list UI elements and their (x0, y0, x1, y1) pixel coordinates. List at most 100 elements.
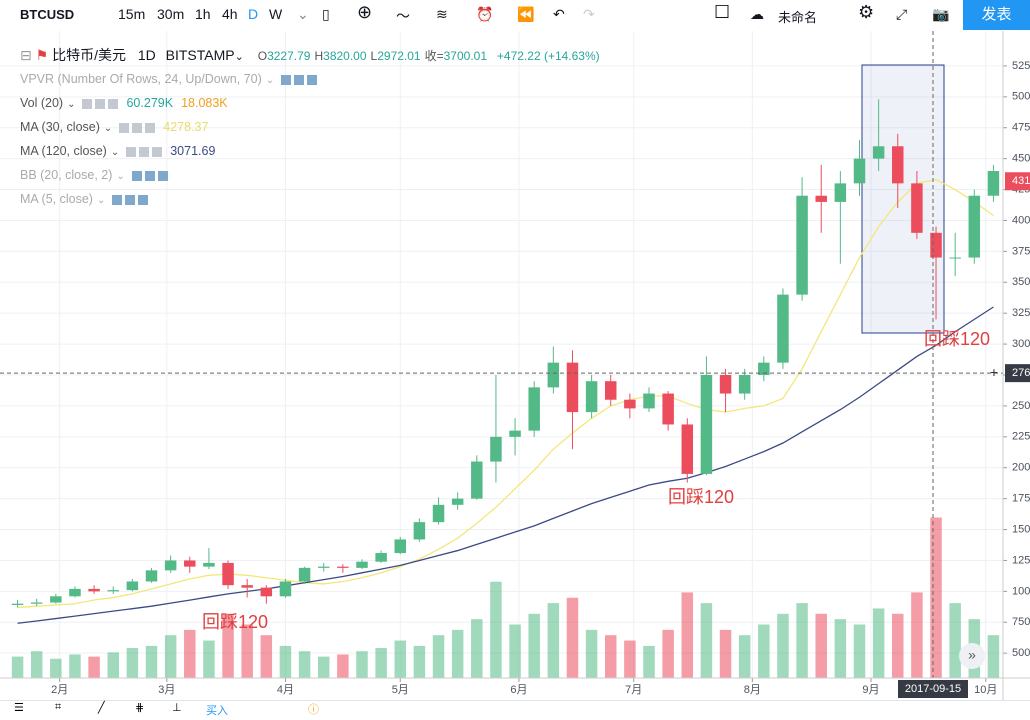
icon[interactable]: ⚙ (858, 2, 875, 22)
candle-body (356, 561, 368, 568)
publish-button[interactable]: 发表 (963, 0, 1030, 30)
indicator-button[interactable] (125, 194, 136, 205)
indicator-button[interactable] (145, 122, 156, 133)
indicator-button[interactable] (112, 194, 123, 205)
dropdown[interactable]: ⌄ (103, 123, 113, 134)
indicator-button[interactable] (294, 74, 305, 85)
interval[interactable]: 30m (157, 6, 185, 22)
indicator-button[interactable] (139, 146, 150, 157)
indicator-button[interactable] (138, 194, 149, 205)
x-tick-label: 6月 (510, 684, 527, 696)
indicator-button[interactable] (131, 170, 142, 181)
candle-body (88, 588, 100, 592)
icon[interactable]: ⋕ (135, 702, 145, 714)
dropdown[interactable]: ⌄ (110, 147, 120, 158)
scroll-button[interactable] (959, 643, 985, 669)
change: +472.22 (+14.63%) (496, 49, 600, 63)
candle-body (50, 596, 62, 603)
icon[interactable]: ⊥ (172, 702, 182, 714)
icon[interactable]: 〜 (396, 8, 410, 24)
volume-bar (528, 613, 540, 678)
annotation: 回踩120 (924, 329, 991, 349)
indicator-button[interactable] (281, 74, 292, 85)
dropdown[interactable]: ⌄ (67, 99, 76, 110)
icon[interactable]: ⊟ (20, 47, 32, 63)
icon[interactable]: ≋ (436, 6, 448, 22)
indicator-value: 3071.69 (170, 144, 216, 158)
dropdown[interactable]: ⌄ (265, 75, 275, 86)
icon[interactable]: ☁ (750, 6, 764, 22)
icon[interactable]: ↷ (583, 6, 595, 22)
volume-bar (30, 651, 43, 678)
candle-body (260, 587, 273, 597)
last-price-label: 4317 (1012, 175, 1030, 187)
ohlc: O3227.79 H3820.00 L2972.01 收=3700.01 (254, 49, 487, 63)
dropdown[interactable]: ⌄ (116, 171, 125, 182)
layout-name[interactable]: 未命名 (778, 10, 818, 25)
x-tick-label: 3月 (158, 684, 175, 696)
dropdown[interactable]: ⌄ (297, 6, 309, 22)
indicator-button[interactable] (95, 98, 106, 109)
y-tick-label: 4000 (1012, 214, 1030, 226)
x-tick-label: 8月 (744, 684, 761, 696)
indicator-button[interactable] (144, 170, 155, 181)
icon[interactable]: 📷 (932, 6, 950, 22)
indicator-button[interactable] (307, 74, 318, 85)
indicator-value: 18.083K (181, 96, 228, 110)
candle-body (107, 590, 119, 592)
x-tick-label: 5月 (392, 684, 409, 696)
candle-body (758, 362, 770, 375)
indicator-value: 4278.37 (163, 120, 209, 134)
plot-background (0, 30, 1030, 700)
interval[interactable]: D (248, 6, 259, 22)
icon[interactable]: ↶ (553, 6, 565, 22)
dropdown[interactable]: ⌄ (96, 195, 106, 206)
icon[interactable]: ▯ (322, 6, 330, 22)
indicator-button[interactable] (152, 146, 163, 157)
symbol[interactable]: BTCUSD (20, 7, 75, 22)
icon[interactable]: ☐ (714, 2, 731, 22)
volume-bar (69, 654, 81, 678)
crosshair-price-label: 2765 (1012, 367, 1030, 379)
volume-bar (719, 629, 732, 678)
x-tick-label: 4月 (277, 684, 294, 696)
indicator-button[interactable] (132, 122, 143, 133)
icon[interactable]: ⊕ (357, 2, 373, 22)
volume-bar (911, 592, 923, 678)
indicator-row: MA (30, close) ⌄ 4278.37 (20, 120, 208, 134)
indicator-button[interactable] (157, 170, 168, 181)
indicator-name: MA (120, close) (20, 144, 107, 158)
ma-line (17, 306, 994, 624)
icon[interactable]: ☰ (14, 702, 24, 714)
volume-bar (184, 629, 196, 678)
interval[interactable]: W (269, 6, 283, 22)
candle-body (968, 195, 981, 258)
volume-bar (50, 658, 62, 678)
volume-bar (585, 629, 598, 678)
buy[interactable]: 买入 (206, 705, 228, 717)
volume-bar (279, 645, 292, 678)
icon[interactable]: ⏰ (476, 6, 494, 22)
ohlc-value: 3700.01 (443, 49, 488, 63)
volume-bar (949, 603, 961, 678)
candle-body (11, 603, 24, 605)
volume-bar (490, 581, 502, 678)
icon[interactable]: ⤢ (896, 6, 908, 22)
indicator-button[interactable] (126, 146, 137, 157)
indicator-button[interactable] (119, 122, 130, 133)
icon[interactable]: ╱ (98, 702, 105, 714)
interval[interactable]: 15m (118, 6, 146, 22)
x-tick-label: 9月 (862, 684, 879, 696)
volume-bar (566, 597, 579, 678)
icon[interactable]: ⓘ (308, 704, 319, 716)
volume-bar (126, 648, 139, 678)
icon[interactable]: ⌗ (55, 701, 62, 713)
indicator-button[interactable] (82, 98, 93, 109)
interval[interactable]: 1h (195, 6, 211, 22)
interval[interactable]: 4h (222, 6, 238, 22)
volume-bar (853, 624, 866, 678)
icon[interactable]: ⏪ (517, 6, 535, 22)
indicator-button[interactable] (108, 98, 119, 109)
